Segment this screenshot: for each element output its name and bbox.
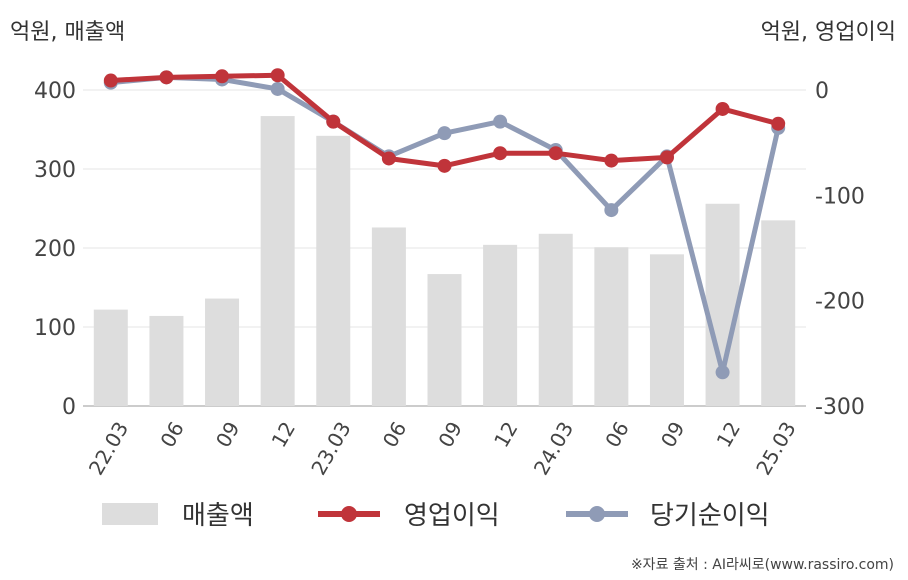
x-tick-label: 06	[155, 418, 189, 452]
y-left-tick-label: 100	[34, 316, 76, 341]
bar	[483, 244, 518, 406]
x-tick-label: 22.03	[84, 418, 133, 480]
bar	[149, 315, 184, 406]
x-tick-label: 12	[712, 418, 746, 452]
data-point	[437, 126, 452, 141]
bar	[761, 220, 796, 406]
y-left-tick-label: 400	[34, 79, 76, 104]
data-point	[326, 114, 341, 129]
x-tick-label: 24.03	[529, 418, 578, 480]
series-line	[110, 72, 779, 169]
bar	[93, 309, 128, 406]
data-point	[493, 146, 508, 161]
legend-label: 당기순이익	[650, 501, 770, 531]
data-point	[548, 146, 563, 161]
data-point	[215, 69, 230, 84]
x-tick-label: 06	[600, 418, 634, 452]
y-left-tick-label: 300	[34, 158, 76, 183]
bar	[371, 227, 406, 406]
legend-swatch	[102, 503, 158, 525]
x-tick-label: 09	[211, 418, 245, 452]
data-point	[270, 68, 285, 83]
x-tick-label: 12	[267, 418, 301, 452]
legend-label: 영업이익	[404, 501, 500, 531]
y-right-tick-label: -100	[815, 184, 865, 209]
x-tick-label: 06	[378, 418, 412, 452]
bar	[427, 274, 462, 406]
y-left-tick-label: 200	[34, 237, 76, 262]
bar	[594, 247, 629, 406]
x-tick-label: 09	[656, 418, 690, 452]
x-tick-label: 23.03	[306, 418, 355, 480]
bar	[538, 233, 573, 406]
bar	[205, 298, 240, 406]
y-right-tick-label: 0	[815, 79, 829, 104]
bar	[649, 254, 684, 406]
data-point	[437, 158, 452, 173]
data-point	[715, 365, 730, 380]
legend-marker	[589, 506, 605, 522]
data-point	[159, 70, 174, 85]
legend-marker	[341, 506, 357, 522]
y-right-tick-label: -300	[815, 395, 865, 420]
data-point	[103, 73, 118, 88]
x-tick-label: 25.03	[751, 418, 800, 480]
data-point	[381, 151, 396, 166]
right-axis-title: 억원, 영업이익	[760, 20, 896, 45]
x-tick-label: 12	[489, 417, 523, 451]
data-point	[604, 153, 619, 168]
data-point	[659, 150, 674, 165]
y-left-tick-label: 0	[62, 395, 76, 420]
y-right-tick-label: -200	[815, 290, 865, 315]
x-tick-label: 09	[433, 418, 467, 452]
data-point	[493, 114, 508, 129]
data-point	[771, 116, 786, 131]
source-note: ※자료 출처 : AI라씨로(www.rassiro.com)	[630, 557, 894, 573]
bar	[316, 135, 351, 406]
data-point	[715, 101, 730, 116]
bar	[260, 116, 295, 406]
legend-label: 매출액	[182, 501, 254, 531]
data-point	[604, 203, 619, 218]
left-axis-title: 억원, 매출액	[10, 20, 126, 45]
data-point	[270, 81, 285, 96]
